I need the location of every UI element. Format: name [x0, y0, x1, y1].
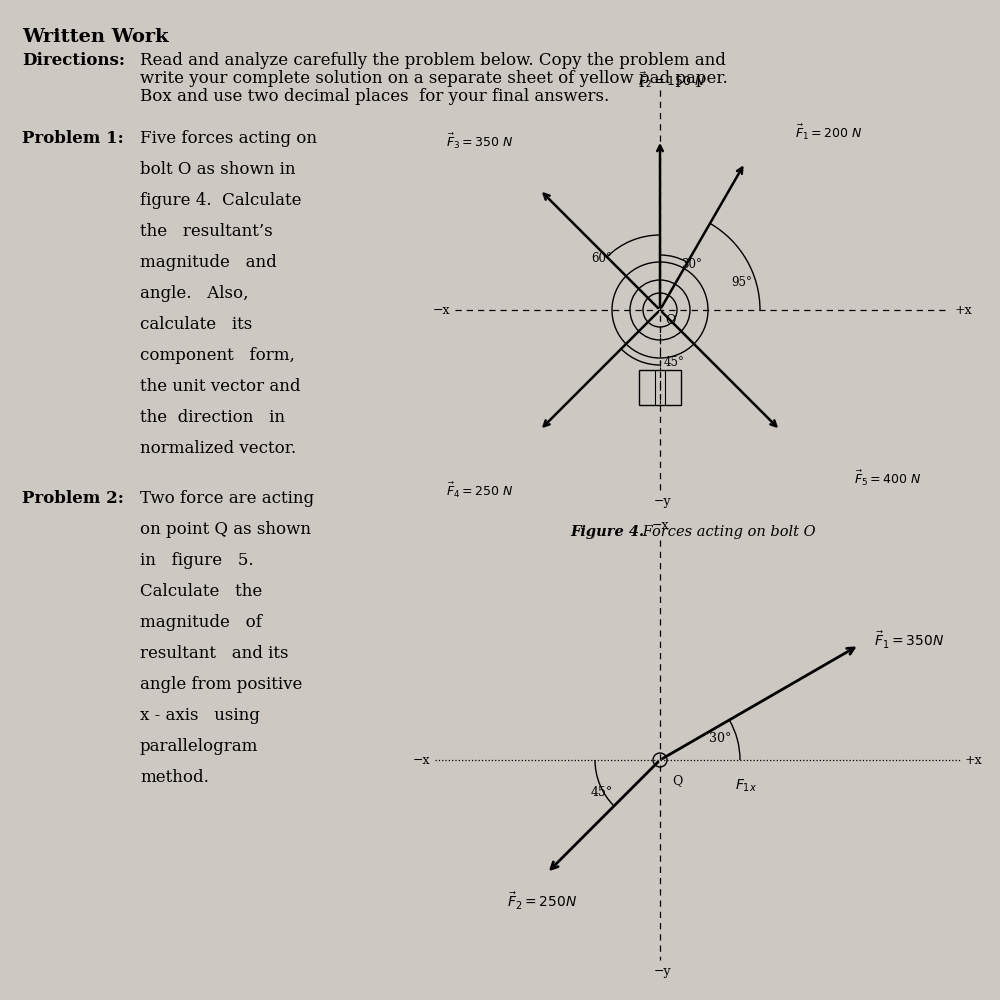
Text: 45°: 45°	[590, 786, 613, 798]
Circle shape	[653, 753, 667, 767]
Text: on point Q as shown: on point Q as shown	[140, 521, 311, 538]
Text: −x: −x	[651, 519, 669, 532]
Text: Figure 4.: Figure 4.	[570, 525, 644, 539]
Text: write your complete solution on a separate sheet of yellow pad paper.: write your complete solution on a separa…	[140, 70, 728, 87]
Text: $\vec{F}_2 = 150\ N$: $\vec{F}_2 = 150\ N$	[638, 70, 706, 90]
Text: angle.   Also,: angle. Also,	[140, 285, 248, 302]
Text: 95°: 95°	[732, 275, 752, 288]
Text: calculate   its: calculate its	[140, 316, 252, 333]
Text: Directions:: Directions:	[22, 52, 125, 69]
Text: Box and use two decimal places  for your final answers.: Box and use two decimal places for your …	[140, 88, 609, 105]
Text: $\vec{F}_2 = 250N$: $\vec{F}_2 = 250N$	[507, 891, 577, 912]
Text: Five forces acting on: Five forces acting on	[140, 130, 317, 147]
Text: −y: −y	[654, 965, 672, 978]
Text: Problem 1:: Problem 1:	[22, 130, 124, 147]
Text: Written Work: Written Work	[22, 28, 168, 46]
Text: $\vec{F}_3 = 350\ N$: $\vec{F}_3 = 350\ N$	[446, 132, 514, 151]
Text: bolt O as shown in: bolt O as shown in	[140, 161, 296, 178]
Text: −y: −y	[654, 495, 672, 508]
Text: −x: −x	[432, 304, 450, 316]
Text: $\vec{F}_1 = 200\ N$: $\vec{F}_1 = 200\ N$	[795, 123, 863, 142]
Text: normalized vector.: normalized vector.	[140, 440, 296, 457]
Text: x - axis   using: x - axis using	[140, 707, 260, 724]
Text: $\vec{F}_4 = 250\ N$: $\vec{F}_4 = 250\ N$	[446, 481, 514, 500]
Text: component   form,: component form,	[140, 347, 295, 364]
Text: 30°: 30°	[682, 258, 702, 271]
Text: Forces acting on bolt O: Forces acting on bolt O	[638, 525, 816, 539]
Text: 45°: 45°	[664, 356, 684, 368]
Text: magnitude   of: magnitude of	[140, 614, 262, 631]
Bar	[639, 370, 681, 405]
Text: $\vec{F}_5 = 400\ N$: $\vec{F}_5 = 400\ N$	[854, 469, 922, 488]
Text: O: O	[665, 314, 675, 327]
Text: $F_{1x}$: $F_{1x}$	[735, 778, 757, 794]
Text: Read and analyze carefully the problem below. Copy the problem and: Read and analyze carefully the problem b…	[140, 52, 726, 69]
Text: −x: −x	[413, 754, 430, 766]
Text: method.: method.	[140, 769, 209, 786]
Text: +x: +x	[955, 304, 973, 316]
Text: Q: Q	[672, 774, 682, 787]
Text: Problem 2:: Problem 2:	[22, 490, 124, 507]
Text: the unit vector and: the unit vector and	[140, 378, 300, 395]
Text: 60°: 60°	[592, 251, 612, 264]
Text: resultant   and its: resultant and its	[140, 645, 288, 662]
Text: figure 4.  Calculate: figure 4. Calculate	[140, 192, 302, 209]
Text: angle from positive: angle from positive	[140, 676, 302, 693]
Text: Calculate   the: Calculate the	[140, 583, 262, 600]
Text: in   figure   5.: in figure 5.	[140, 552, 254, 569]
Text: Two force are acting: Two force are acting	[140, 490, 314, 507]
Text: 30°: 30°	[709, 732, 731, 744]
Text: the   resultant’s: the resultant’s	[140, 223, 273, 240]
Text: magnitude   and: magnitude and	[140, 254, 277, 271]
Text: parallelogram: parallelogram	[140, 738, 258, 755]
Text: +x: +x	[965, 754, 983, 766]
Text: $\vec{F}_1 = 350N$: $\vec{F}_1 = 350N$	[874, 629, 944, 651]
Text: the  direction   in: the direction in	[140, 409, 285, 426]
